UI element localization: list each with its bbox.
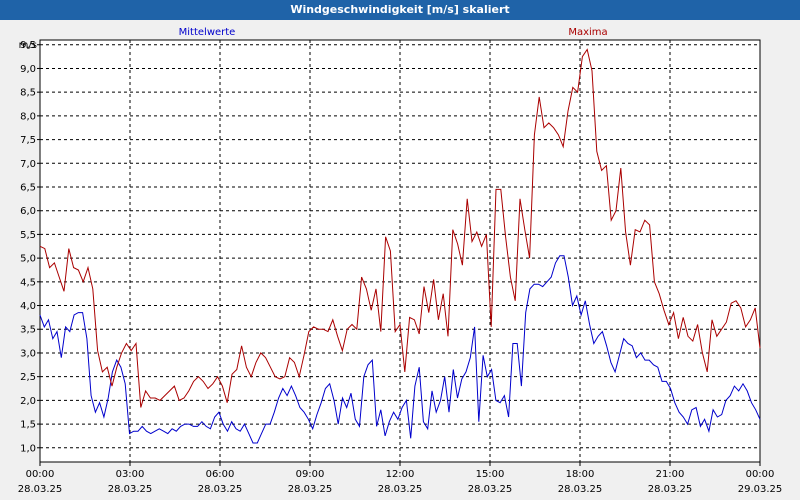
x-tick-date: 28.03.25 <box>108 484 153 495</box>
x-tick-time: 21:00 <box>656 469 685 480</box>
y-tick-label: 6,5 <box>20 182 36 193</box>
y-tick-label: 5,0 <box>20 254 36 265</box>
y-tick-label: 2,0 <box>20 396 36 407</box>
y-tick-label: 3,0 <box>20 348 36 359</box>
x-tick-date: 28.03.25 <box>288 484 333 495</box>
x-tick-date: 28.03.25 <box>648 484 693 495</box>
series-line-mittelwerte <box>39 255 761 444</box>
x-tick-date: 29.03.25 <box>738 484 783 495</box>
gridlines <box>40 40 760 462</box>
x-tick-time: 18:00 <box>566 469 595 480</box>
window-title: Windgeschwindigkeit [m/s] skaliert <box>0 0 800 20</box>
y-axis-ticks: 1,0 1,5 2,0 2,5 3,0 3,5 4,0 4,5 5,0 5,5 6,0 6,5 7,0 7… <box>20 40 40 454</box>
x-tick-date: 28.03.25 <box>378 484 423 495</box>
x-tick-time: 00:00 <box>746 469 775 480</box>
legend-mittelwerte: Mittelwerte <box>179 27 236 38</box>
y-tick-label: 9,5 <box>20 40 36 51</box>
y-tick-label: 7,0 <box>20 159 36 170</box>
x-tick-time: 12:00 <box>386 469 415 480</box>
y-tick-label: 4,0 <box>20 301 36 312</box>
legend-maxima: Maxima <box>568 27 607 38</box>
x-tick-date: 28.03.25 <box>468 484 513 495</box>
x-tick-time: 15:00 <box>476 469 505 480</box>
x-tick-time: 03:00 <box>116 469 145 480</box>
y-tick-label: 2,5 <box>20 372 36 383</box>
series-lines <box>39 48 761 444</box>
y-tick-label: 8,5 <box>20 88 36 99</box>
y-tick-label: 9,0 <box>20 64 36 75</box>
wind-speed-chart: 1,0 1,5 2,0 2,5 3,0 3,5 4,0 4,5 5,0 5,5 6,0 6,5 7,0 7… <box>18 27 783 495</box>
x-tick-time: 00:00 <box>26 469 55 480</box>
y-tick-label: 4,5 <box>20 277 36 288</box>
y-tick-label: 3,5 <box>20 325 36 336</box>
x-tick-date: 28.03.25 <box>198 484 243 495</box>
x-tick-time: 09:00 <box>296 469 325 480</box>
series-line-maxima <box>39 48 761 408</box>
x-tick-date: 28.03.25 <box>18 484 63 495</box>
y-tick-label: 6,0 <box>20 206 36 217</box>
y-tick-label: 5,5 <box>20 230 36 241</box>
x-tick-date: 28.03.25 <box>558 484 603 495</box>
y-tick-label: 1,0 <box>20 443 36 454</box>
y-tick-label: 7,5 <box>20 135 36 146</box>
x-tick-time: 06:00 <box>206 469 235 480</box>
y-axis-label: m/s <box>19 40 37 51</box>
y-tick-label: 1,5 <box>20 420 36 431</box>
y-tick-label: 8,0 <box>20 111 36 122</box>
x-axis-ticks: 00:00 28.03.25 03:00 28.03.25 06:00 28.03.25 0… <box>18 462 783 495</box>
